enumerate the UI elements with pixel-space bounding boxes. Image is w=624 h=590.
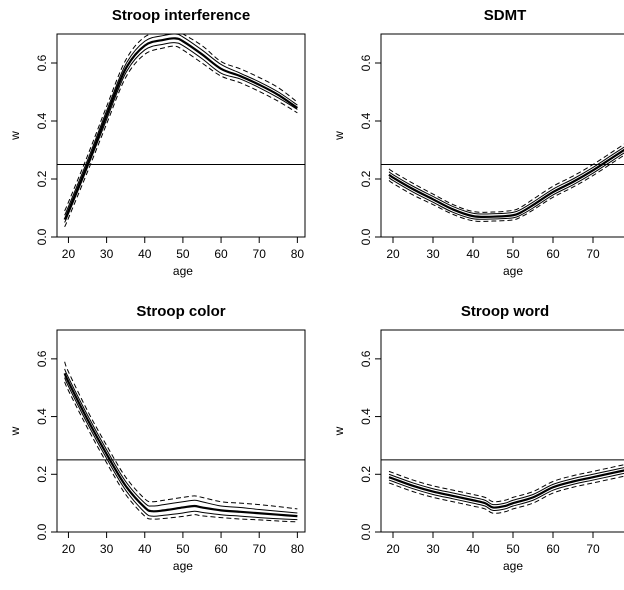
y-axis-label: w <box>332 426 346 436</box>
x-axis-label: age <box>503 264 523 278</box>
series-line-5 <box>388 475 624 514</box>
y-tick-label: 0.4 <box>35 112 49 129</box>
x-tick-label: 60 <box>546 247 560 261</box>
y-tick-label: 0.4 <box>35 408 49 425</box>
series-line-2 <box>388 467 624 506</box>
plot-frame <box>56 33 306 238</box>
series-line-2 <box>388 146 624 215</box>
panel-4: Stroop word20304050607080age0.00.20.40.6… <box>332 303 624 573</box>
x-tick-label: 50 <box>176 542 190 556</box>
x-tick-label: 50 <box>506 542 520 556</box>
y-tick-label: 0.2 <box>35 466 49 483</box>
y-tick-label: 0.6 <box>35 350 49 367</box>
series-line-3 <box>388 472 624 511</box>
y-axis-label: w <box>8 426 22 436</box>
x-tick-label: 20 <box>62 247 76 261</box>
chart-title: Stroop word <box>461 303 549 320</box>
y-tick-label: 0.0 <box>35 523 49 540</box>
x-tick-label: 30 <box>100 542 114 556</box>
series-line-3 <box>64 42 298 223</box>
series-line-1 <box>388 469 624 509</box>
x-tick-label: 20 <box>62 542 76 556</box>
x-tick-label: 70 <box>253 542 267 556</box>
y-tick-label: 0.6 <box>359 54 373 71</box>
x-axis-label: age <box>173 559 193 573</box>
x-tick-label: 70 <box>586 542 600 556</box>
y-tick-label: 0.2 <box>359 170 373 187</box>
panel-2: SDMT20304050607080age0.00.20.40.6w <box>332 7 624 278</box>
x-tick-label: 30 <box>426 542 440 556</box>
series-line-1 <box>63 372 298 518</box>
series-line-4 <box>64 361 298 510</box>
y-tick-label: 0.2 <box>359 466 373 483</box>
plot-frame <box>380 329 624 533</box>
series-group <box>388 464 624 514</box>
y-tick-label: 0.4 <box>359 408 373 425</box>
x-tick-label: 40 <box>466 542 480 556</box>
x-axis-label: age <box>503 559 523 573</box>
y-axis-label: w <box>8 131 22 141</box>
series-line-2 <box>64 368 298 514</box>
y-axis-label: w <box>332 131 346 141</box>
y-tick-label: 0.6 <box>359 350 373 367</box>
x-tick-label: 40 <box>138 542 152 556</box>
series-line-3 <box>388 152 624 220</box>
x-tick-label: 30 <box>100 247 114 261</box>
y-tick-label: 0.0 <box>35 228 49 245</box>
x-tick-label: 50 <box>176 247 190 261</box>
x-tick-label: 70 <box>586 247 600 261</box>
chart-title: Stroop interference <box>112 7 250 24</box>
x-tick-label: 40 <box>138 247 152 261</box>
series-line-1 <box>63 37 298 221</box>
series-line-4 <box>388 464 624 503</box>
x-tick-label: 70 <box>253 247 267 261</box>
x-tick-label: 20 <box>386 542 400 556</box>
plot-frame <box>56 329 306 533</box>
series-line-5 <box>64 381 298 523</box>
panel-3: Stroop color 20 30 40 50 60 70 80 age 0.0 0.2 0.4 0.… <box>8 303 306 573</box>
x-tick-label: 80 <box>291 542 305 556</box>
series-line-4 <box>388 143 624 213</box>
x-tick-label: 60 <box>214 247 228 261</box>
x-tick-label: 60 <box>214 542 228 556</box>
x-tick-label: 40 <box>466 247 480 261</box>
plot-frame <box>380 33 624 238</box>
series-group <box>388 143 624 222</box>
y-tick-label: 0.2 <box>35 170 49 187</box>
y-tick-label: 0.0 <box>359 523 373 540</box>
panel-1: Stroop interference 20 30 40 50 60 70 80 age 0.0 0… <box>8 7 306 278</box>
series-line-1 <box>388 148 624 219</box>
y-tick-label: 0.0 <box>359 228 373 245</box>
x-tick-label: 30 <box>426 247 440 261</box>
series-group <box>63 34 298 228</box>
x-tick-label: 60 <box>546 542 560 556</box>
x-axis-label: age <box>173 264 193 278</box>
y-tick-label: 0.6 <box>35 54 49 71</box>
series-line-3 <box>64 377 298 521</box>
y-tick-label: 0.4 <box>359 112 373 129</box>
x-tick-label: 80 <box>291 247 305 261</box>
x-tick-label: 20 <box>386 247 400 261</box>
series-group <box>63 361 298 523</box>
series-line-5 <box>64 45 298 228</box>
series-line-2 <box>64 34 298 216</box>
series-line-4 <box>64 34 298 212</box>
chart-title: Stroop color <box>136 303 225 320</box>
chart-title: SDMT <box>484 7 527 24</box>
x-tick-label: 50 <box>506 247 520 261</box>
series-line-5 <box>388 154 624 222</box>
